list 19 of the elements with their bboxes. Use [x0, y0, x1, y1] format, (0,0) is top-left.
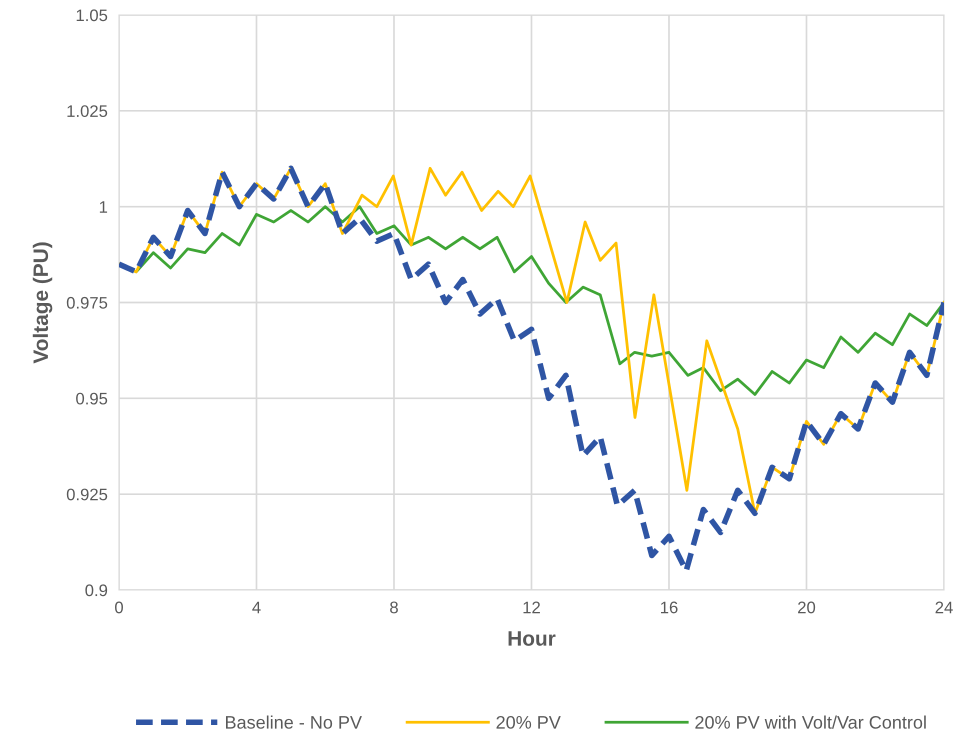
x-tick-label: 4 — [252, 602, 261, 614]
x-tick-label: 24 — [936, 602, 953, 614]
y-tick-label: 1 — [100, 201, 108, 213]
x-axis-title: Hour — [508, 631, 556, 646]
x-tick-label: 8 — [390, 602, 398, 614]
x-tick-label: 12 — [524, 602, 540, 614]
y-tick-label: 0.975 — [66, 296, 108, 309]
y-tick-label: 0.9 — [85, 584, 108, 596]
legend-label: 20% PV with Volt/Var Control — [695, 716, 926, 729]
legend-label: Baseline - No PV — [226, 716, 362, 729]
y-tick-label: 0.925 — [66, 488, 108, 500]
y-tick-label: 1.05 — [76, 9, 108, 22]
x-tick-label: 20 — [798, 602, 816, 614]
y-tick-label: 1.025 — [67, 105, 108, 118]
y-axis-title: Voltage (PU) — [32, 242, 52, 364]
y-tick-label: 0.95 — [76, 392, 108, 405]
x-tick-label: 16 — [661, 602, 678, 614]
x-tick-label: 0 — [115, 602, 123, 614]
legend-label: 20% PV — [496, 716, 561, 729]
